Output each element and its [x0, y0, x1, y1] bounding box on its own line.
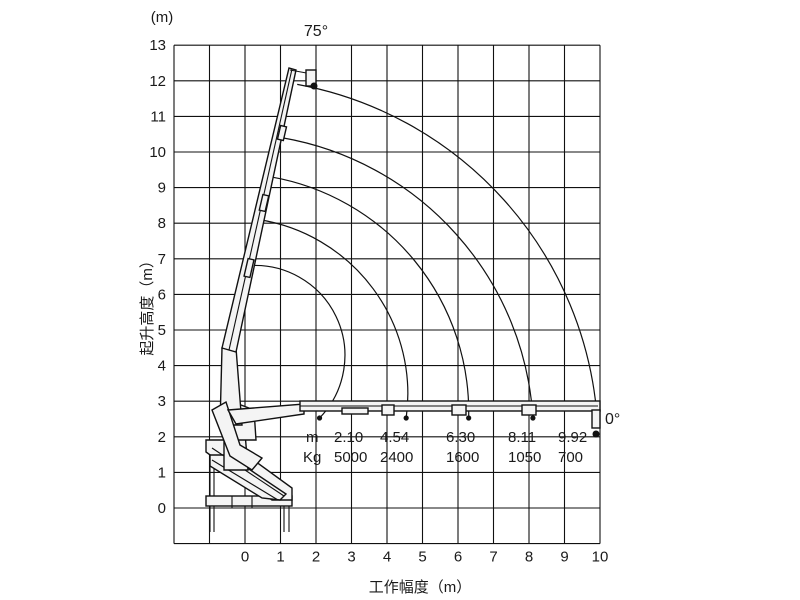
hook-point — [316, 415, 323, 421]
reach-arc — [259, 219, 409, 419]
y-tick-label: 11 — [150, 108, 166, 125]
reach-arcs — [246, 83, 600, 421]
load-value: 5000 — [334, 449, 367, 466]
y-tick-label: 0 — [158, 500, 166, 517]
hook-point — [530, 415, 536, 421]
x-tick-label: 10 — [592, 549, 609, 566]
load-value: 700 — [558, 449, 583, 466]
crane-illustration — [205, 67, 601, 532]
y-tick-label: 9 — [158, 180, 166, 197]
reach-arc — [297, 83, 598, 419]
x-tick-label: 4 — [383, 549, 391, 566]
reach-arc — [246, 264, 346, 419]
x-tick-label: 6 — [454, 549, 462, 566]
y-tick-label: 2 — [158, 429, 166, 446]
x-tick-label: 0 — [241, 549, 249, 566]
y-axis-unit: (m) — [151, 9, 174, 26]
load-value: 2400 — [380, 449, 413, 466]
load-value: 1600 — [446, 449, 479, 466]
y-tick-label: 8 — [158, 215, 166, 232]
y-axis-title: 起升高度（m） — [139, 253, 156, 356]
hook-point — [466, 415, 472, 421]
radius-value: 6.30 — [446, 429, 475, 446]
x-tick-label: 7 — [489, 549, 497, 566]
x-tick-label: 5 — [418, 549, 426, 566]
load-header: Kg — [303, 449, 321, 466]
radius-value: 4.54 — [380, 429, 409, 446]
hook-point — [403, 415, 409, 421]
radius-value: 8.11 — [508, 429, 536, 446]
load-value: 1050 — [508, 449, 541, 466]
y-tick-label: 12 — [149, 73, 166, 90]
x-axis-title: 工作幅度（m） — [369, 579, 472, 596]
x-tick-label: 8 — [525, 549, 533, 566]
y-tick-label: 6 — [158, 286, 166, 303]
x-tick-label: 1 — [276, 549, 284, 566]
radius-value: 9.92 — [558, 429, 587, 446]
y-tick-label: 10 — [149, 144, 166, 161]
y-tick-label: 1 — [158, 464, 166, 481]
reach-arc — [282, 137, 534, 419]
x-tick-label: 3 — [347, 549, 355, 566]
radius-header: m — [306, 429, 319, 446]
y-tick-label: 7 — [158, 251, 166, 268]
y-tick-label: 4 — [158, 358, 166, 375]
y-tick-label: 5 — [158, 322, 166, 339]
y-tick-label: 13 — [149, 37, 166, 54]
angle-0-label: 0° — [605, 411, 620, 428]
x-tick-label: 9 — [560, 549, 568, 566]
angle-75-label: 75° — [304, 23, 328, 40]
x-tick-label: 2 — [312, 549, 320, 566]
y-tick-label: 3 — [158, 393, 166, 410]
radius-value: 2.10 — [334, 429, 363, 446]
reach-arc — [271, 176, 470, 419]
